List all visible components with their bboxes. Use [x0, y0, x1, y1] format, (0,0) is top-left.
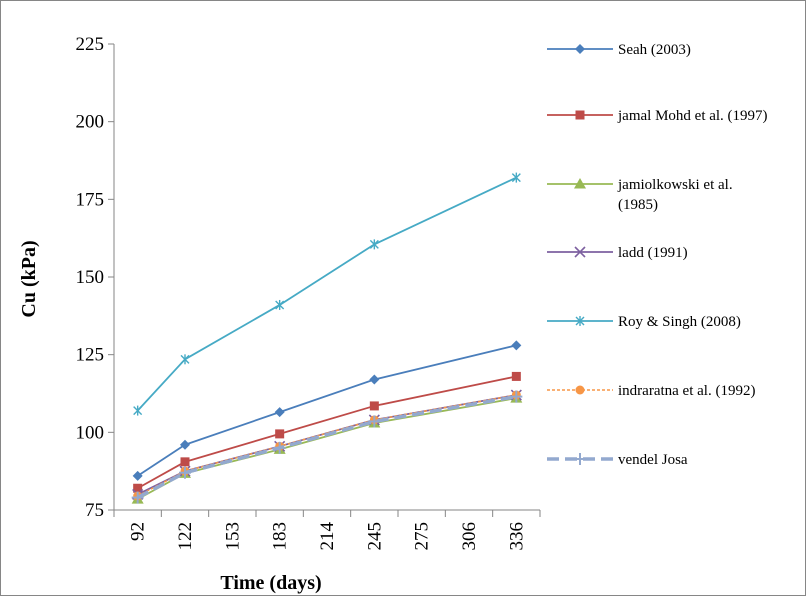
x-tick-label: 122 [175, 522, 196, 551]
data-point [180, 439, 190, 450]
legend-swatch-marker [574, 246, 586, 258]
series-line [137, 344, 517, 477]
data-point [511, 172, 521, 183]
y-tick-label: 125 [76, 345, 105, 366]
series-1 [133, 371, 521, 493]
legend-swatch-marker-stroke [574, 246, 586, 258]
legend-label-continued: (1985) [618, 197, 658, 213]
legend-item: indraratna et al. (1992) [547, 383, 755, 399]
y-tick-label: 150 [76, 267, 105, 288]
data-point [369, 374, 380, 385]
data-point [274, 407, 285, 418]
legend-swatch-marker [575, 110, 585, 120]
series-group [131, 172, 523, 504]
series-line [137, 394, 517, 497]
data-point [510, 390, 523, 403]
y-tick-label: 100 [76, 422, 105, 443]
series-6 [131, 390, 523, 504]
series-line [137, 176, 517, 412]
data-point [180, 457, 190, 467]
data-point [179, 466, 191, 479]
y-axis-title: Cu (kPa) [18, 240, 40, 317]
legend-item: Roy & Singh (2008) [547, 314, 741, 330]
data-point [368, 415, 381, 428]
data-point [133, 483, 143, 493]
data-point [369, 401, 379, 411]
legend-item: jamiolkowski et al. (1985) [547, 177, 733, 213]
data-point [132, 470, 143, 481]
data-point [369, 239, 379, 250]
legend-swatch-marker [574, 178, 586, 189]
x-tick-label: 92 [128, 522, 149, 541]
legend-item: vendel Josa [547, 452, 688, 468]
x-tick-label: 336 [506, 522, 527, 551]
series-4 [133, 172, 521, 416]
legend: Seah (2003) jamal Mohd et al. (1997) jamio… [547, 42, 768, 468]
data-point [511, 340, 522, 351]
legend-item: ladd (1991) [547, 245, 688, 261]
series-0 [132, 340, 522, 481]
legend-swatch-marker [575, 44, 585, 54]
legend-swatch-marker [575, 316, 585, 326]
legend-label: vendel Josa [618, 452, 688, 468]
y-tick-labels: 75 100 125 150 175 200 225 [76, 34, 105, 521]
x-tick-label: 183 [270, 522, 291, 551]
legend-label: indraratna et al. (1992) [618, 383, 755, 399]
legend-label: ladd (1991) [618, 245, 688, 261]
legend-swatch-marker [575, 385, 585, 395]
data-point [180, 354, 190, 365]
y-tick-label: 75 [85, 500, 104, 521]
data-point [273, 441, 286, 454]
x-axis-title: Time (days) [220, 572, 321, 594]
y-tick-label: 200 [76, 112, 105, 133]
x-tick-label: 306 [459, 522, 480, 551]
y-tick-label: 225 [76, 34, 105, 55]
data-point [131, 491, 144, 504]
series-line [137, 394, 517, 496]
data-point [511, 371, 521, 381]
axes [108, 43, 541, 517]
x-tick-label: 275 [412, 522, 433, 551]
legend-label: Seah (2003) [618, 42, 691, 58]
legend-swatch-marker [574, 453, 586, 465]
y-tick-label: 175 [76, 189, 105, 210]
x-tick-label: 245 [364, 522, 385, 551]
legend-item: Seah (2003) [547, 42, 691, 58]
data-point [275, 429, 285, 439]
legend-label: jamiolkowski et al. [617, 177, 733, 193]
data-point [133, 405, 143, 416]
legend-label: Roy & Singh (2008) [618, 314, 741, 330]
data-point [275, 299, 285, 310]
x-tick-labels: 92 122 153 183 214 245 275 306 336 [128, 522, 528, 551]
x-tick-label: 153 [222, 522, 243, 551]
x-tick-label: 214 [317, 522, 338, 551]
series-line [137, 397, 517, 500]
series-3 [132, 389, 522, 501]
legend-item: jamal Mohd et al. (1997) [547, 108, 768, 124]
legend-label: jamal Mohd et al. (1997) [617, 108, 768, 124]
series-2 [131, 392, 523, 504]
series-line [136, 394, 517, 500]
